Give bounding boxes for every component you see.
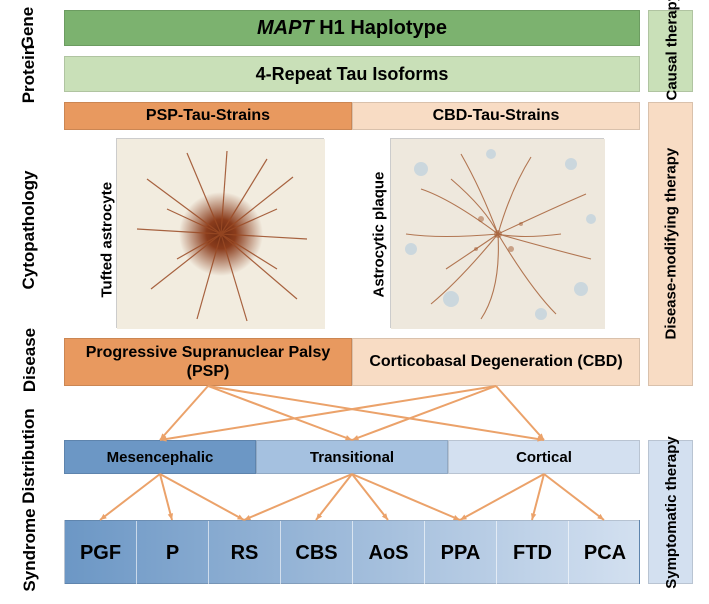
- dist-transitional: Transitional: [256, 440, 448, 474]
- tufted-astrocyte-image: [116, 138, 324, 328]
- syndrome-row: PGFPRSCBSAoSPPAFTDPCA: [64, 520, 640, 584]
- dist-trans-text: Transitional: [310, 449, 394, 466]
- astrocytic-plaque-image: [390, 138, 604, 328]
- tufted-astrocyte-label: Tufted astrocyte: [99, 168, 116, 298]
- label-syndrome: Syndrome: [20, 500, 40, 600]
- protein-box: 4-Repeat Tau Isoforms: [64, 56, 640, 92]
- cbd-disease-text: Corticobasal Degeneration (CBD): [369, 352, 622, 371]
- label-disease: Disease: [20, 320, 40, 400]
- dist-mesencephalic: Mesencephalic: [64, 440, 256, 474]
- therapy-symp-text: Symptomatic therapy: [663, 435, 680, 590]
- syndrome-ppa: PPA: [425, 521, 497, 585]
- syndrome-pca: PCA: [569, 521, 641, 585]
- cbd-strain-text: CBD-Tau-Strains: [433, 107, 560, 125]
- dist-cort-text: Cortical: [516, 449, 572, 466]
- label-protein: Protein: [19, 39, 39, 109]
- dist-mes-text: Mesencephalic: [107, 449, 214, 466]
- cbd-strain-box: CBD-Tau-Strains: [352, 102, 640, 130]
- label-cytopathology: Cytopathology: [19, 165, 39, 295]
- dist-cortical: Cortical: [448, 440, 640, 474]
- gene-text: MAPT H1 Haplotype: [257, 17, 447, 40]
- syndrome-cbs: CBS: [281, 521, 353, 585]
- astrocytic-plaque-label: Astrocytic plaque: [371, 168, 388, 298]
- psp-strain-text: PSP-Tau-Strains: [146, 107, 270, 125]
- therapy-dm-text: Disease-modifying therapy: [663, 150, 680, 340]
- label-distribution: Distribution: [19, 401, 39, 511]
- psp-disease-text: Progressive Supranuclear Palsy (PSP): [65, 343, 351, 381]
- cbd-disease-box: Corticobasal Degeneration (CBD): [352, 338, 640, 386]
- syndrome-pgf: PGF: [65, 521, 137, 585]
- syndrome-aos: AoS: [353, 521, 425, 585]
- syndrome-ftd: FTD: [497, 521, 569, 585]
- syndrome-rs: RS: [209, 521, 281, 585]
- protein-text: 4-Repeat Tau Isoforms: [256, 64, 449, 85]
- psp-disease-box: Progressive Supranuclear Palsy (PSP): [64, 338, 352, 386]
- gene-box: MAPT H1 Haplotype: [64, 10, 640, 46]
- syndrome-p: P: [137, 521, 209, 585]
- therapy-causal-text: Causal therapy: [664, 1, 681, 101]
- psp-strain-box: PSP-Tau-Strains: [64, 102, 352, 130]
